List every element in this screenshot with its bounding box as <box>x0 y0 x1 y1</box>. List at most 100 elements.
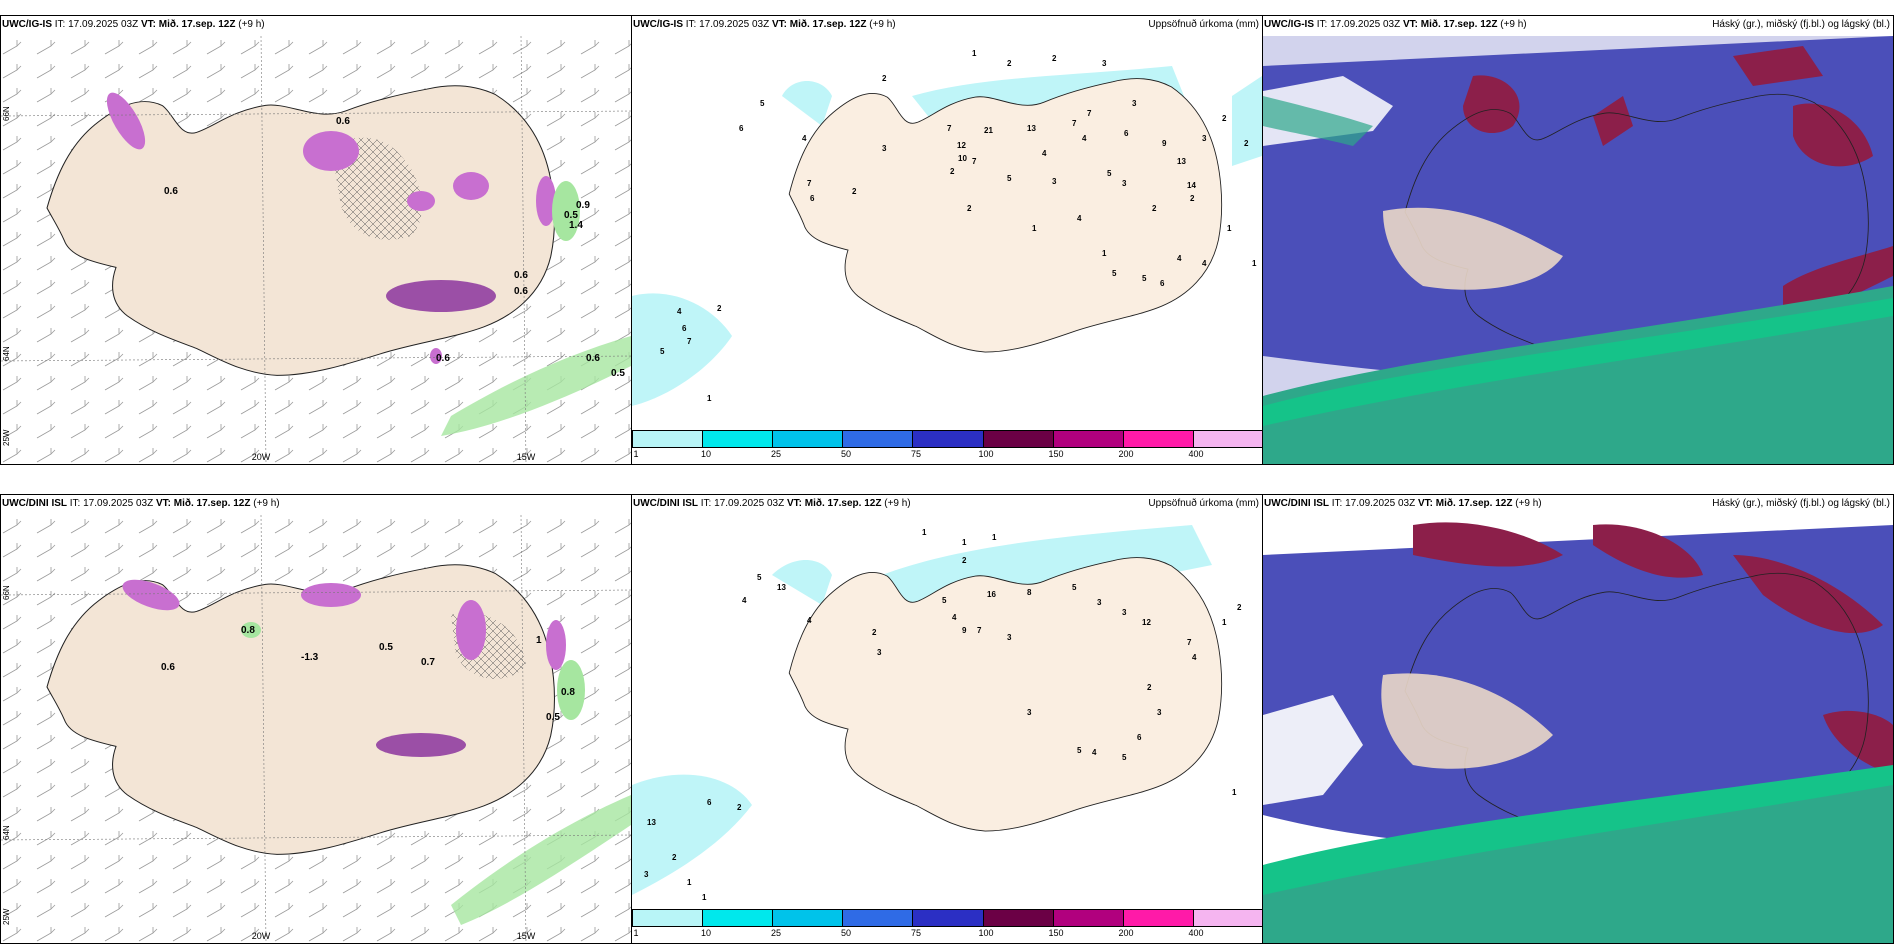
swatch <box>843 910 914 926</box>
swatch <box>1193 910 1262 926</box>
lat-label: 66N <box>2 106 11 121</box>
map-clouds <box>1263 36 1893 464</box>
value-label: 4 <box>742 596 747 605</box>
value-label: 9 <box>962 626 967 635</box>
value-label: 0.9 <box>576 200 590 211</box>
panel-right-title: Uppsöfnuð úrkoma (mm) <box>1148 498 1259 509</box>
value-label: 2 <box>882 74 887 83</box>
swatch <box>1123 910 1194 926</box>
value-label: 0.5 <box>379 642 393 653</box>
it-value: 17.09.2025 03Z <box>699 19 770 30</box>
colorbar-tick: 100 <box>978 928 994 938</box>
value-label: 3 <box>1157 708 1162 717</box>
colorbar: 1 10 25 50 75 100 150 200 400 <box>632 430 1262 464</box>
value-label: 1 <box>1222 618 1227 627</box>
value-label: 1 <box>972 49 977 58</box>
value-label: 3 <box>1027 708 1032 717</box>
panel-right-title: Háský (gr.), miðský (fj.bl.) og lágský (… <box>1712 498 1890 509</box>
it-label: IT: <box>685 19 697 30</box>
value-label: 2 <box>1152 204 1157 213</box>
swatch <box>773 910 844 926</box>
swatch <box>983 910 1054 926</box>
value-label: 5 <box>1072 583 1077 592</box>
panel-bottom-right: UWC/DINI ISL IT: 17.09.2025 03Z VT: Mið.… <box>1262 494 1894 944</box>
value-label: 4 <box>1202 259 1207 268</box>
value-label: 14 <box>1187 181 1196 190</box>
clear-sky <box>1383 207 1563 290</box>
vt-label: VT: <box>140 19 156 30</box>
swatch <box>843 431 914 447</box>
model-name: UWC/IG-IS <box>1264 19 1314 30</box>
colorbar-tick: 150 <box>1048 928 1064 938</box>
lon-label: 20W <box>252 931 271 941</box>
vt-value: Mið. 17.sep. 12Z <box>1420 19 1498 30</box>
value-label: 1 <box>702 893 707 902</box>
colorbar-tick: 1 <box>633 928 639 938</box>
value-label: 1 <box>687 878 692 887</box>
vt-value: Mið. 17.sep. 12Z <box>1435 498 1513 509</box>
value-label: 5 <box>1142 274 1147 283</box>
panel-top-left: UWC/IG-IS IT: 17.09.2025 03Z VT: Mið. 17… <box>0 15 632 465</box>
swatch <box>633 431 704 447</box>
value-label: 0.6 <box>514 286 528 297</box>
value-label: 1 <box>962 538 967 547</box>
value-label: 6 <box>1160 279 1165 288</box>
lat-label: 25W <box>2 908 11 925</box>
value-label: 1 <box>992 533 997 542</box>
colorbar-tick: 400 <box>1188 449 1204 459</box>
lon-label: 20W <box>252 452 271 462</box>
value-label: 0.8 <box>241 625 255 636</box>
lat-label: 64N <box>2 825 11 840</box>
value-label: 0.6 <box>436 353 450 364</box>
value-label: 1 <box>1232 788 1237 797</box>
map-snow-wind: 20W 15W 66N 64N 25W 0.8 -1.3 0.5 0.7 1 0… <box>1 515 631 943</box>
snow-value-labels: 0.6 0.6 0.9 0.5 1.4 0.6 0.6 0.6 0.6 0.5 <box>164 116 625 379</box>
value-label: 0.5 <box>546 712 560 723</box>
value-label: 3 <box>882 144 887 153</box>
value-label: 9 <box>1162 139 1167 148</box>
swatch <box>633 910 704 926</box>
value-label: 2 <box>852 187 857 196</box>
colorbar-tick: 1 <box>633 449 639 459</box>
it-value: 17.09.2025 03Z <box>1330 19 1401 30</box>
swatch <box>703 910 774 926</box>
value-label: 2 <box>1222 114 1227 123</box>
colorbar-swatches <box>632 430 1262 448</box>
colorbar-ticks: 1 10 25 50 75 100 150 200 400 <box>632 448 1262 462</box>
snow-cover <box>122 579 566 757</box>
panel-right-title: Uppsöfnuð úrkoma (mm) <box>1148 19 1259 30</box>
panel-header: UWC/IG-IS IT: 17.09.2025 03Z VT: Mið. 17… <box>1264 19 1527 30</box>
value-label: 7 <box>947 124 952 133</box>
value-label: 0.7 <box>421 657 435 668</box>
colorbar-tick: 10 <box>700 449 712 459</box>
lat-label: 66N <box>2 585 11 600</box>
value-label: 7 <box>972 157 977 166</box>
value-label: 21 <box>984 126 993 135</box>
it-label: IT: <box>69 498 81 509</box>
value-label: 4 <box>802 134 807 143</box>
value-label: 1 <box>707 394 712 403</box>
precip-green <box>241 622 631 925</box>
value-label: 6 <box>739 124 744 133</box>
value-label: 6 <box>682 324 687 333</box>
value-label: 13 <box>1027 124 1036 133</box>
lead-time: (+9 h) <box>238 19 265 30</box>
value-label: 6 <box>810 194 815 203</box>
value-label: 0.6 <box>336 116 350 127</box>
colorbar-tick: 400 <box>1188 928 1204 938</box>
lat-label: 25W <box>2 429 11 446</box>
swatch <box>1053 910 1124 926</box>
hatch-region <box>331 137 422 240</box>
swatch <box>913 431 984 447</box>
lead-time: (+9 h) <box>884 498 911 509</box>
panel-header: UWC/DINI ISL IT: 17.09.2025 03Z VT: Mið.… <box>2 498 280 509</box>
high-cloud <box>1463 46 1893 316</box>
colorbar-tick: 50 <box>840 928 852 938</box>
colorbar-ticks: 1 10 25 50 75 100 150 200 400 <box>632 927 1262 941</box>
value-label: 3 <box>1102 59 1107 68</box>
value-label: 13 <box>647 818 656 827</box>
snow-value-labels: 0.8 -1.3 0.5 0.7 1 0.8 0.6 0.5 <box>161 625 575 723</box>
colorbar-tick: 200 <box>1118 928 1134 938</box>
map-precip: 1 1 1 2 5 13 4 4 2 3 16 5 8 5 3 3 4 9 7 … <box>632 525 1242 922</box>
lead-time: (+9 h) <box>253 498 280 509</box>
